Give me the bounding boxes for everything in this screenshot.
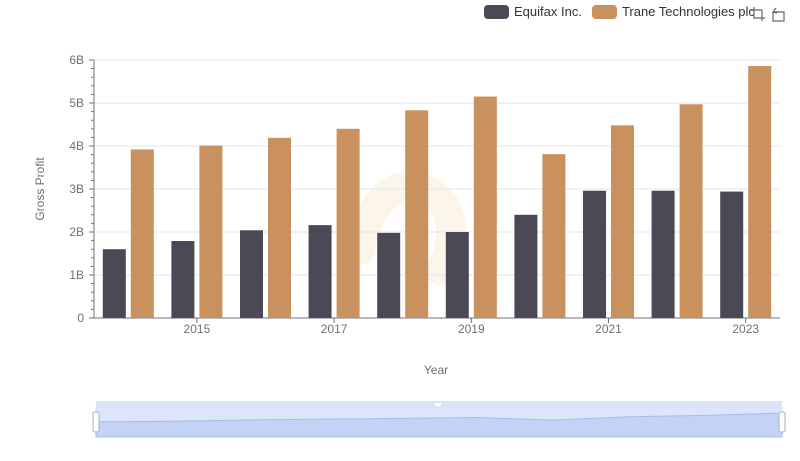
x-axis: 2015 2017 2019 2021 2023: [94, 317, 780, 336]
data-zoom-grip: [435, 403, 441, 406]
toolbox: [746, 6, 786, 22]
bar-equifax-2023[interactable]: [720, 191, 744, 318]
bars: [102, 66, 772, 319]
x-tick-label: 2019: [458, 322, 485, 336]
bar-equifax-2022[interactable]: [651, 190, 675, 318]
legend-swatch-trane: [591, 4, 617, 19]
y-tick-label: 0: [77, 311, 84, 325]
y-tick-label: 1B: [69, 268, 84, 282]
y-axis-title: Gross Profit: [33, 157, 47, 221]
legend: Equifax Inc. Trane Technologies plc: [484, 4, 765, 19]
bar-equifax-2015[interactable]: [171, 241, 195, 318]
bar-equifax-2017[interactable]: [308, 225, 332, 318]
bar-equifax-2016[interactable]: [240, 230, 263, 318]
legend-label-equifax: Equifax Inc.: [514, 4, 582, 19]
y-tick-label: 5B: [69, 96, 84, 110]
bar-equifax-2019[interactable]: [445, 232, 469, 318]
legend-label-trane: Trane Technologies plc: [621, 4, 755, 19]
bar-trane-2015[interactable]: [199, 145, 223, 318]
bar-trane-2019[interactable]: [473, 96, 497, 318]
bar-trane-2020[interactable]: [542, 154, 566, 318]
zoom-icon[interactable]: [750, 6, 766, 22]
bar-equifax-2014[interactable]: [102, 249, 126, 318]
data-zoom-slider[interactable]: [92, 401, 786, 438]
y-tick-label: 3B: [69, 182, 84, 196]
bar-trane-2021[interactable]: [611, 125, 634, 318]
bar-equifax-2021[interactable]: [583, 190, 606, 318]
x-tick-label: 2021: [595, 322, 622, 336]
y-axis: 0 1B 2B 3B 4B 5B 6B: [69, 53, 95, 325]
data-zoom-handle-left[interactable]: [92, 411, 100, 433]
y-tick-label: 6B: [69, 53, 84, 67]
restore-icon[interactable]: [770, 6, 786, 22]
y-tick-label: 2B: [69, 225, 84, 239]
bar-trane-2016[interactable]: [268, 137, 291, 318]
bar-trane-2022[interactable]: [679, 104, 703, 318]
x-tick-label: 2015: [184, 322, 211, 336]
bar-trane-2023[interactable]: [748, 66, 772, 319]
data-zoom-handle-right[interactable]: [778, 411, 786, 433]
legend-item-trane[interactable]: Trane Technologies plc: [591, 4, 755, 19]
x-tick-label: 2017: [321, 322, 348, 336]
legend-item-equifax[interactable]: Equifax Inc.: [484, 4, 582, 19]
x-axis-title: Year: [424, 363, 448, 377]
bar-equifax-2020[interactable]: [514, 214, 538, 318]
x-tick-label: 2023: [732, 322, 759, 336]
y-tick-label: 4B: [69, 139, 84, 153]
bar-trane-2017[interactable]: [336, 128, 360, 318]
legend-swatch-equifax: [484, 4, 509, 19]
bar-equifax-2018[interactable]: [377, 232, 401, 318]
bar-trane-2018[interactable]: [405, 110, 429, 318]
bar-trane-2014[interactable]: [130, 149, 154, 318]
